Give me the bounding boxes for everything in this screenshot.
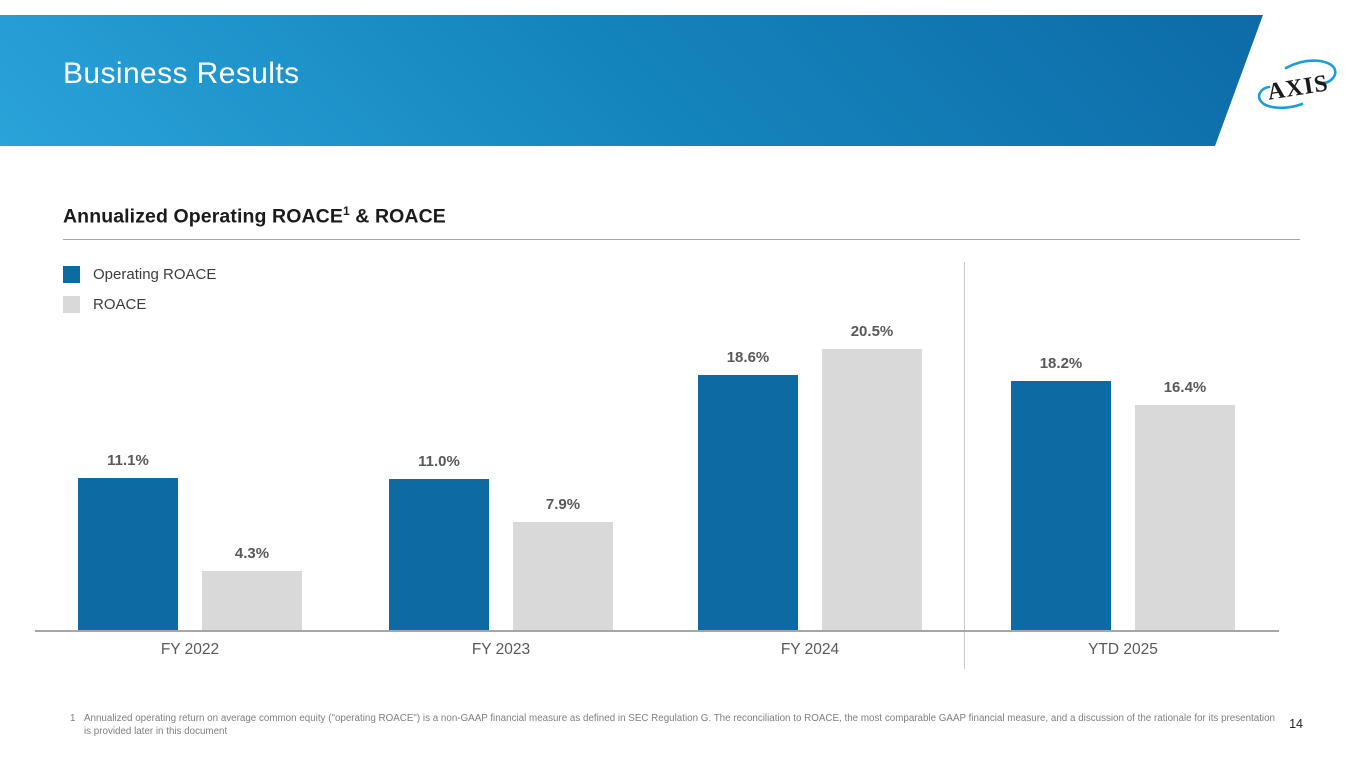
x-axis-line	[35, 630, 1279, 632]
chart-title: Annualized Operating ROACE1 & ROACE	[63, 204, 446, 229]
title-divider	[63, 239, 1300, 240]
page-number: 14	[1289, 717, 1303, 731]
bar-value-label: 18.6%	[726, 349, 770, 366]
bar-roace-fy-2023	[513, 522, 613, 630]
axis-logo: AXIS	[1257, 59, 1337, 110]
chart: 11.1% 4.3% FY 2022 11.0% 7.9% FY 2023 18.6% 20.…	[35, 258, 1279, 670]
slide-title: Business Results	[63, 57, 300, 90]
category-label-fy-2024: FY 2024	[780, 641, 840, 658]
chart-legend: Operating ROACE ROACE	[63, 266, 216, 326]
chart-title-footnote-ref: 1	[342, 204, 350, 218]
logo-wordmark: AXIS	[1266, 70, 1331, 105]
category-label-ytd-2025: YTD 2025	[1088, 641, 1158, 658]
bar-value-label: 7.9%	[545, 496, 581, 513]
bar-value-label: 11.0%	[418, 453, 460, 470]
logo-swoosh-lower-icon	[1257, 85, 1304, 110]
bar-value-label: 11.1%	[107, 452, 149, 469]
chart-title-main: Annualized Operating ROACE	[63, 205, 343, 228]
legend-label: ROACE	[93, 296, 147, 313]
bar-operating-roace-fy-2022	[78, 478, 178, 630]
bar-roace-fy-2022	[202, 571, 302, 630]
footnote-text: Annualized operating return on average c…	[84, 713, 1275, 737]
legend-label: Operating ROACE	[93, 266, 217, 283]
category-label-fy-2023: FY 2023	[471, 641, 531, 658]
footnote-marker: 1	[70, 713, 76, 724]
bar-roace-ytd-2025	[1135, 405, 1235, 630]
bar-operating-roace-fy-2024	[698, 375, 798, 630]
category-label-fy-2022: FY 2022	[160, 641, 220, 658]
period-divider-line	[964, 262, 965, 669]
logo-swoosh-upper-icon	[1284, 59, 1337, 85]
bar-value-label: 16.4%	[1163, 379, 1207, 396]
bar-value-label: 20.5%	[850, 323, 894, 340]
footnote: 1 Annualized operating return on average…	[70, 713, 1275, 739]
legend-swatch-gray-icon	[63, 296, 80, 313]
legend-item-operating-roace: Operating ROACE	[63, 266, 216, 283]
chart-title-rest: & ROACE	[349, 205, 446, 228]
legend-item-roace: ROACE	[63, 296, 216, 313]
bar-value-label: 18.2%	[1039, 355, 1083, 372]
bar-value-label: 4.3%	[234, 545, 270, 562]
legend-swatch-blue-icon	[63, 266, 80, 283]
bar-operating-roace-ytd-2025	[1011, 381, 1111, 630]
header-banner: Business Results	[0, 15, 1263, 146]
bar-roace-fy-2024	[822, 349, 922, 630]
bar-operating-roace-fy-2023	[389, 479, 489, 630]
